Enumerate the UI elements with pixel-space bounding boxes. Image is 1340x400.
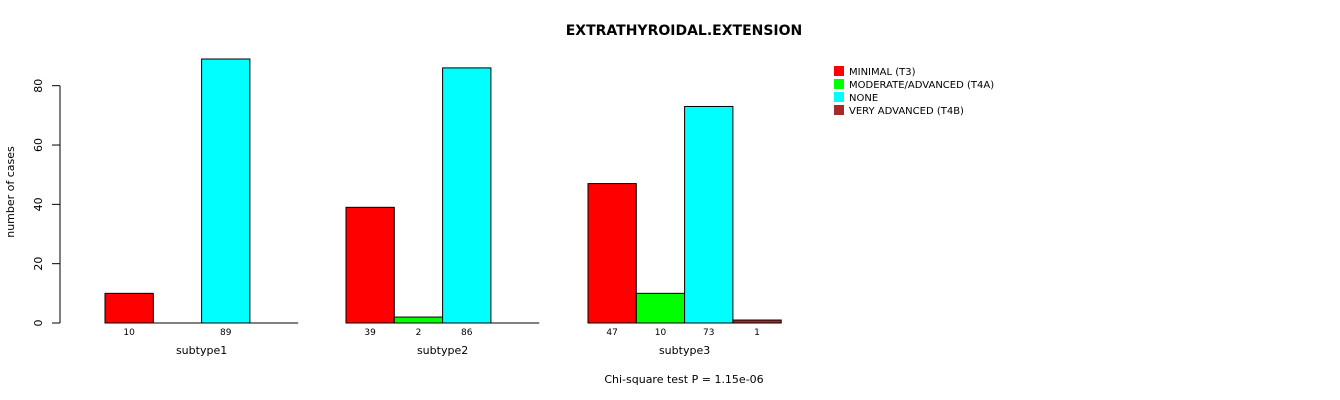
bar-group-subtype3: 47 10 73 1	[587, 105, 782, 338]
bar-group-subtype2: 39 2 86	[345, 67, 540, 338]
bar-value-label: 89	[220, 328, 232, 338]
y-axis-label: number of cases	[4, 146, 17, 238]
group-label-subtype3: subtype3	[659, 344, 710, 357]
legend-swatch-3	[834, 105, 844, 115]
bar-subtype1-series-0	[104, 292, 154, 324]
bar-value-label: 86	[461, 328, 473, 338]
legend-label-3: VERY ADVANCED (T4B)	[849, 106, 964, 117]
bar-value-label: 1	[754, 328, 760, 338]
bar-value-label: 10	[655, 328, 667, 338]
bar-subtype3-series-0	[587, 183, 637, 324]
chart-title: EXTRATHYROIDAL.EXTENSION	[566, 23, 803, 39]
bar-value-label: 10	[123, 328, 135, 338]
y-tick-label: 20	[32, 257, 45, 271]
legend-label-2: NONE	[849, 93, 878, 104]
legend-swatch-2	[834, 92, 844, 102]
bar-subtype3-series-1	[635, 292, 686, 324]
y-tick-label: 0	[32, 320, 45, 327]
legend-swatch-0	[834, 66, 844, 76]
chi-square-footnote: Chi-square test P = 1.15e-06	[604, 373, 763, 386]
legend-swatch-1	[834, 79, 844, 89]
bars-layer: 10 89 39 2 86 47 10 73 1	[104, 58, 782, 338]
y-tick-label: 60	[32, 138, 45, 152]
y-tick-label: 80	[32, 79, 45, 93]
group-label-subtype2: subtype2	[417, 344, 468, 357]
y-tick-label: 40	[32, 197, 45, 211]
group-label-subtype1: subtype1	[176, 344, 227, 357]
bar-subtype3-series-2	[684, 105, 734, 324]
bar-subtype2-series-2	[442, 67, 492, 324]
bar-value-label: 47	[606, 328, 617, 338]
bar-subtype2-series-0	[345, 206, 395, 324]
legend: MINIMAL (T3) MODERATE/ADVANCED (T4A) NONE V…	[834, 66, 994, 117]
legend-label-0: MINIMAL (T3)	[849, 67, 916, 78]
y-axis: 0 20 40 60 80	[32, 79, 61, 327]
bar-value-label: 39	[364, 328, 376, 338]
group-labels: subtype1 subtype2 subtype3	[176, 344, 710, 357]
bar-subtype1-series-2	[201, 58, 251, 324]
bar-value-label: 73	[703, 328, 714, 338]
bar-group-subtype1: 10 89	[104, 58, 299, 338]
bar-subtype2-series-1	[393, 316, 444, 324]
legend-label-1: MODERATE/ADVANCED (T4A)	[849, 80, 994, 91]
bar-value-label: 2	[416, 328, 422, 338]
